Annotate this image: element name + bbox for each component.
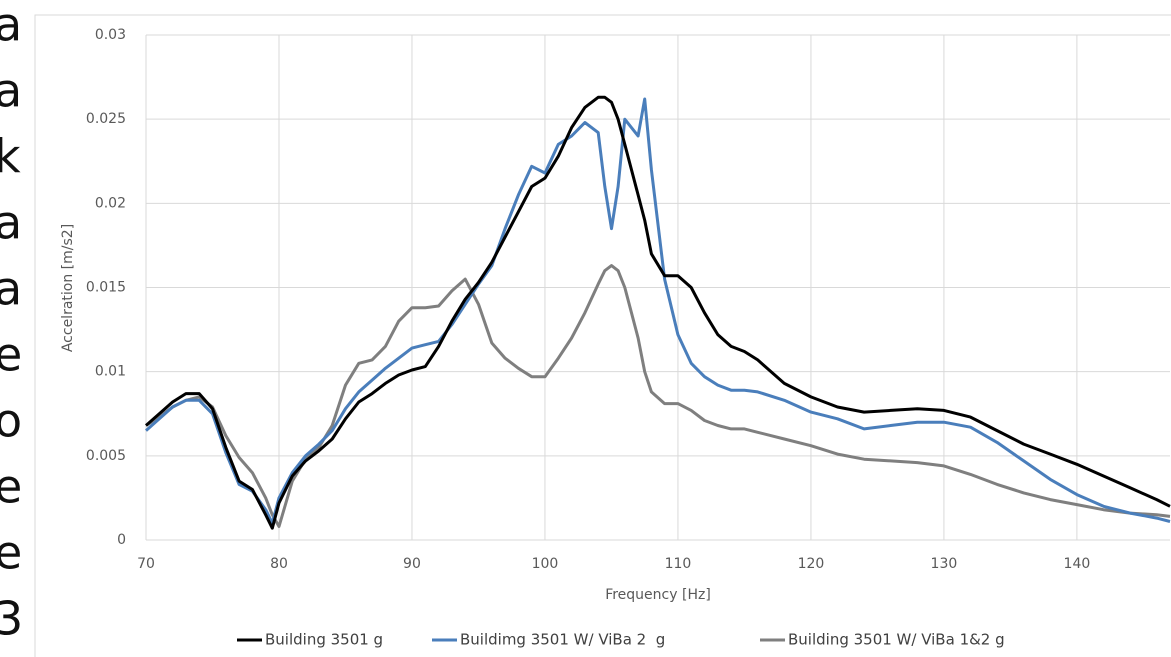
side-letter: a [0, 64, 22, 118]
side-letter: o [0, 394, 22, 448]
side-letter: e [0, 526, 22, 580]
x-axis-label: Frequency [Hz] [605, 587, 711, 603]
x-tick-label: 80 [270, 556, 288, 572]
legend-label: Building 3501 W/ ViBa 1&2 g [788, 631, 1005, 649]
y-tick-label: 0.02 [95, 195, 126, 211]
chart-frame [34, 14, 1171, 657]
side-letter: a [0, 262, 22, 316]
y-tick-label: 0 [117, 532, 126, 548]
y-tick-label: 0.025 [86, 111, 126, 127]
y-axis-label: Accelration [m/s2] [60, 224, 76, 352]
x-tick-label: 90 [403, 556, 421, 572]
side-letter: e [0, 460, 22, 514]
side-letter: 3 [0, 592, 23, 646]
legend-label: Buildimg 3501 W/ ViBa 2 g [460, 631, 665, 649]
series-line [145, 95, 1171, 530]
series-line [145, 264, 1171, 528]
y-tick-label: 0.01 [95, 364, 126, 380]
side-letter: a [0, 196, 22, 250]
y-tick-label: 0.03 [95, 27, 126, 43]
x-tick-label: 100 [532, 556, 559, 572]
y-tick-label: 0.015 [86, 280, 126, 296]
series-line [145, 97, 1171, 525]
side-letter: a [0, 0, 22, 52]
x-tick-label: 130 [931, 556, 958, 572]
x-tick-label: 110 [665, 556, 692, 572]
x-tick-label: 70 [137, 556, 155, 572]
side-letter: k [0, 130, 21, 184]
x-tick-label: 120 [798, 556, 825, 572]
y-tick-label: 0.005 [86, 448, 126, 464]
x-tick-label: 140 [1064, 556, 1091, 572]
legend-label: Building 3501 g [265, 631, 383, 649]
side-letter: e [0, 328, 22, 382]
